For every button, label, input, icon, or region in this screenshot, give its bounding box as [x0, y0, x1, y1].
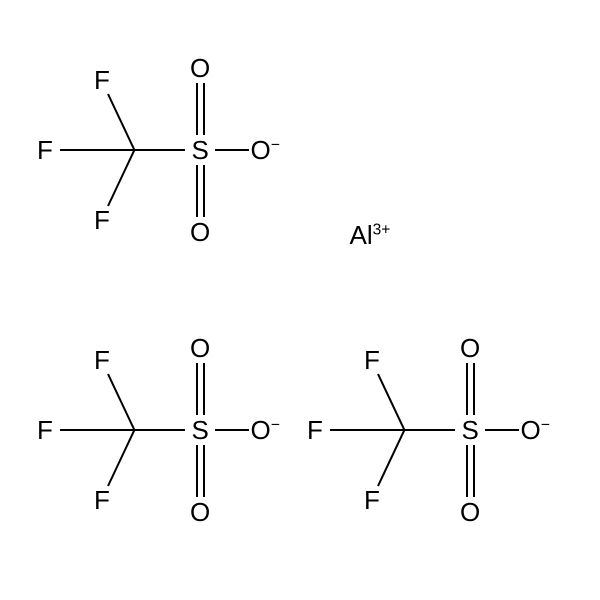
anion2-bond-F1-C [377, 373, 405, 430]
anion2-bond-F2-C [330, 429, 405, 431]
anion1-bond-F1-C [107, 373, 135, 430]
anion1-bond-S-O2-a [196, 445, 198, 497]
anion1-bond-S-O1-b [196, 363, 198, 415]
anion2-bond-C-S [405, 429, 455, 431]
anion2-atom-F3: F [364, 487, 380, 513]
anion0-bond-F3-C [107, 150, 135, 207]
anion1-atom-F3: F [94, 487, 110, 513]
anion1-bond-S-O3 [215, 429, 249, 431]
anion2-atom-F1: F [364, 347, 380, 373]
chem-structure-canvas: F F F S O O O− F F F S O O O− F F F S O O O− Al3+ [0, 0, 600, 600]
anion1-atom-O1: O [190, 335, 210, 361]
anion0-atom-O1: O [190, 55, 210, 81]
anion0-bond-S-O2-a [196, 165, 198, 217]
anion2-bond-F3-C [377, 430, 405, 487]
anion0-atom-F2: F [37, 137, 53, 163]
anion2-bond-S-O2-b [473, 445, 475, 497]
anion0-bond-F1-C [107, 93, 135, 150]
anion2-atom-O3: O− [521, 417, 550, 443]
anion0-bond-F2-C [60, 149, 135, 151]
anion0-atom-O3: O− [251, 137, 280, 163]
anion0-bond-S-O1-b [196, 83, 198, 135]
anion1-atom-F2: F [37, 417, 53, 443]
anion2-atom-S: S [462, 417, 479, 443]
anion2-atom-F2: F [307, 417, 323, 443]
anion1-bond-C-S [135, 429, 185, 431]
anion1-bond-F2-C [60, 429, 135, 431]
anion1-atom-F1: F [94, 347, 110, 373]
anion1-atom-O3: O− [251, 417, 280, 443]
anion0-bond-S-O1-a [203, 83, 205, 135]
anion2-bond-S-O1-a [473, 363, 475, 415]
anion2-bond-S-O1-b [466, 363, 468, 415]
anion1-bond-S-O2-b [203, 445, 205, 497]
anion2-bond-S-O3 [485, 429, 519, 431]
anion0-atom-F3: F [94, 207, 110, 233]
anion2-atom-O1: O [460, 335, 480, 361]
anion0-bond-S-O3 [215, 149, 249, 151]
anion0-atom-S: S [192, 137, 209, 163]
anion1-atom-S: S [192, 417, 209, 443]
anion0-atom-O2: O [190, 219, 210, 245]
anion0-bond-C-S [135, 149, 185, 151]
cation-al3plus: Al3+ [350, 222, 391, 248]
anion2-bond-S-O2-a [466, 445, 468, 497]
anion0-bond-S-O2-b [203, 165, 205, 217]
anion1-bond-F3-C [107, 430, 135, 487]
anion2-atom-O2: O [460, 499, 480, 525]
anion1-atom-O2: O [190, 499, 210, 525]
anion0-atom-F1: F [94, 67, 110, 93]
anion1-bond-S-O1-a [203, 363, 205, 415]
